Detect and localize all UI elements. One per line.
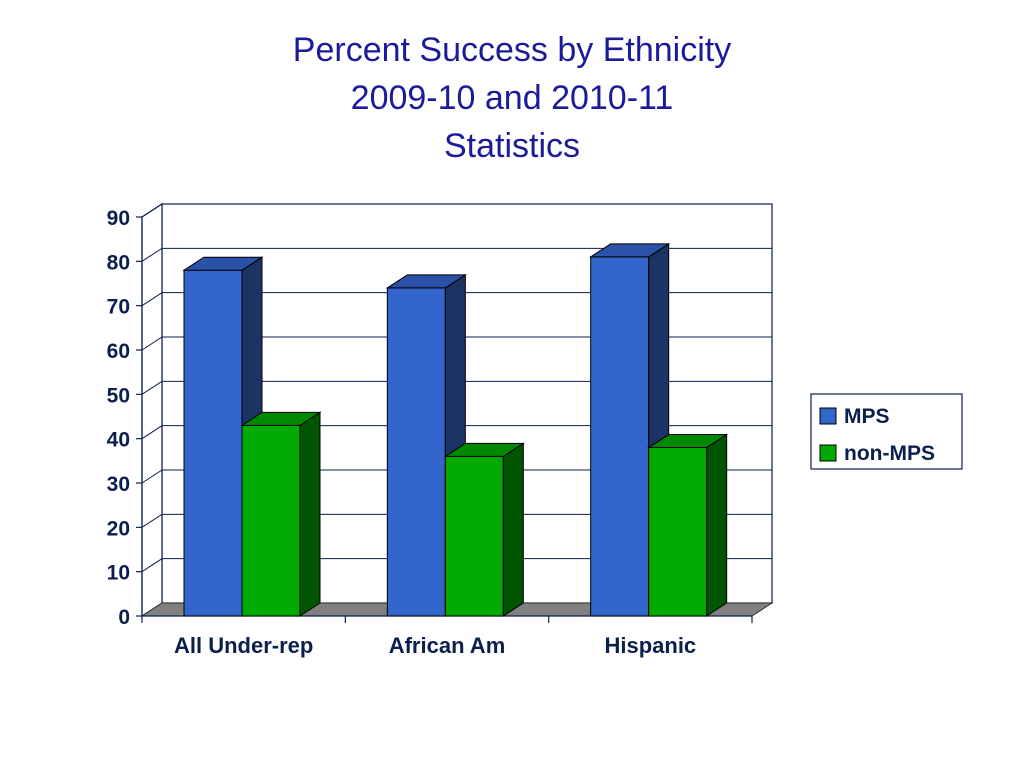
bars: [182, 242, 729, 617]
chart-title: Percent Success by Ethnicity 2009-10 and…: [0, 26, 1024, 170]
gridline: [141, 513, 772, 528]
y-tick-label: 60: [107, 340, 130, 363]
gridline: [141, 247, 772, 262]
bar-front-face: [444, 455, 504, 617]
gridline: [141, 292, 772, 307]
side-wall: [141, 202, 163, 618]
bar-front-face: [386, 287, 446, 617]
bar-top-face: [646, 434, 729, 449]
bar-top-face: [588, 243, 671, 258]
bar-non-mps-african-am: [443, 442, 526, 617]
chart-title-line-1: Percent Success by Ethnicity: [292, 31, 732, 69]
legend-label: non-MPS: [844, 442, 935, 465]
y-tick-label: 0: [118, 606, 130, 629]
chart-title-line-3: Statistics: [443, 127, 581, 165]
bar-top-face: [182, 256, 264, 271]
bar-side-face: [299, 411, 321, 617]
y-axis-tick-labels: 0 10 20 30 40 50 60 70 80 90: [107, 207, 130, 629]
bar-non-mps-hispanic: [646, 433, 729, 617]
bar-front-face: [590, 256, 650, 617]
bar-front-face: [648, 447, 708, 617]
y-tick-label: 40: [107, 429, 130, 452]
x-category-label: Hispanic: [604, 633, 696, 658]
legend: MPS non-MPS: [810, 393, 963, 470]
gridlines: [141, 203, 772, 573]
bar-front-face: [183, 269, 243, 617]
legend-swatch: [819, 407, 837, 425]
bar-front-face: [241, 424, 301, 617]
bar-side-face: [706, 433, 728, 617]
gridline: [141, 425, 772, 440]
bar-side-face: [502, 442, 524, 617]
x-category-label: African Am: [389, 633, 506, 658]
y-tick-label: 80: [107, 251, 130, 274]
x-axis-category-labels: All Under-rep African Am Hispanic: [174, 633, 696, 658]
y-tick-label: 70: [107, 296, 130, 319]
gridline: [141, 558, 772, 573]
gridline: [141, 469, 772, 484]
y-tick-label: 20: [107, 517, 130, 540]
gridline: [141, 380, 772, 395]
chart-title-line-2: 2009-10 and 2010-11: [350, 79, 674, 117]
legend-swatch: [819, 444, 837, 462]
gridline: [141, 336, 772, 351]
bar-top-face: [385, 274, 468, 289]
y-tick-label: 90: [107, 207, 130, 230]
x-category-label: All Under-rep: [174, 633, 313, 658]
legend-label: MPS: [844, 405, 890, 428]
bar-non-mps-all-under-rep: [240, 411, 322, 617]
y-tick-label: 30: [107, 473, 130, 496]
bar-top-face: [443, 442, 526, 457]
bar-top-face: [240, 411, 322, 426]
y-tick-label: 50: [107, 384, 130, 407]
gridline: [141, 203, 772, 218]
y-tick-label: 10: [107, 562, 130, 585]
